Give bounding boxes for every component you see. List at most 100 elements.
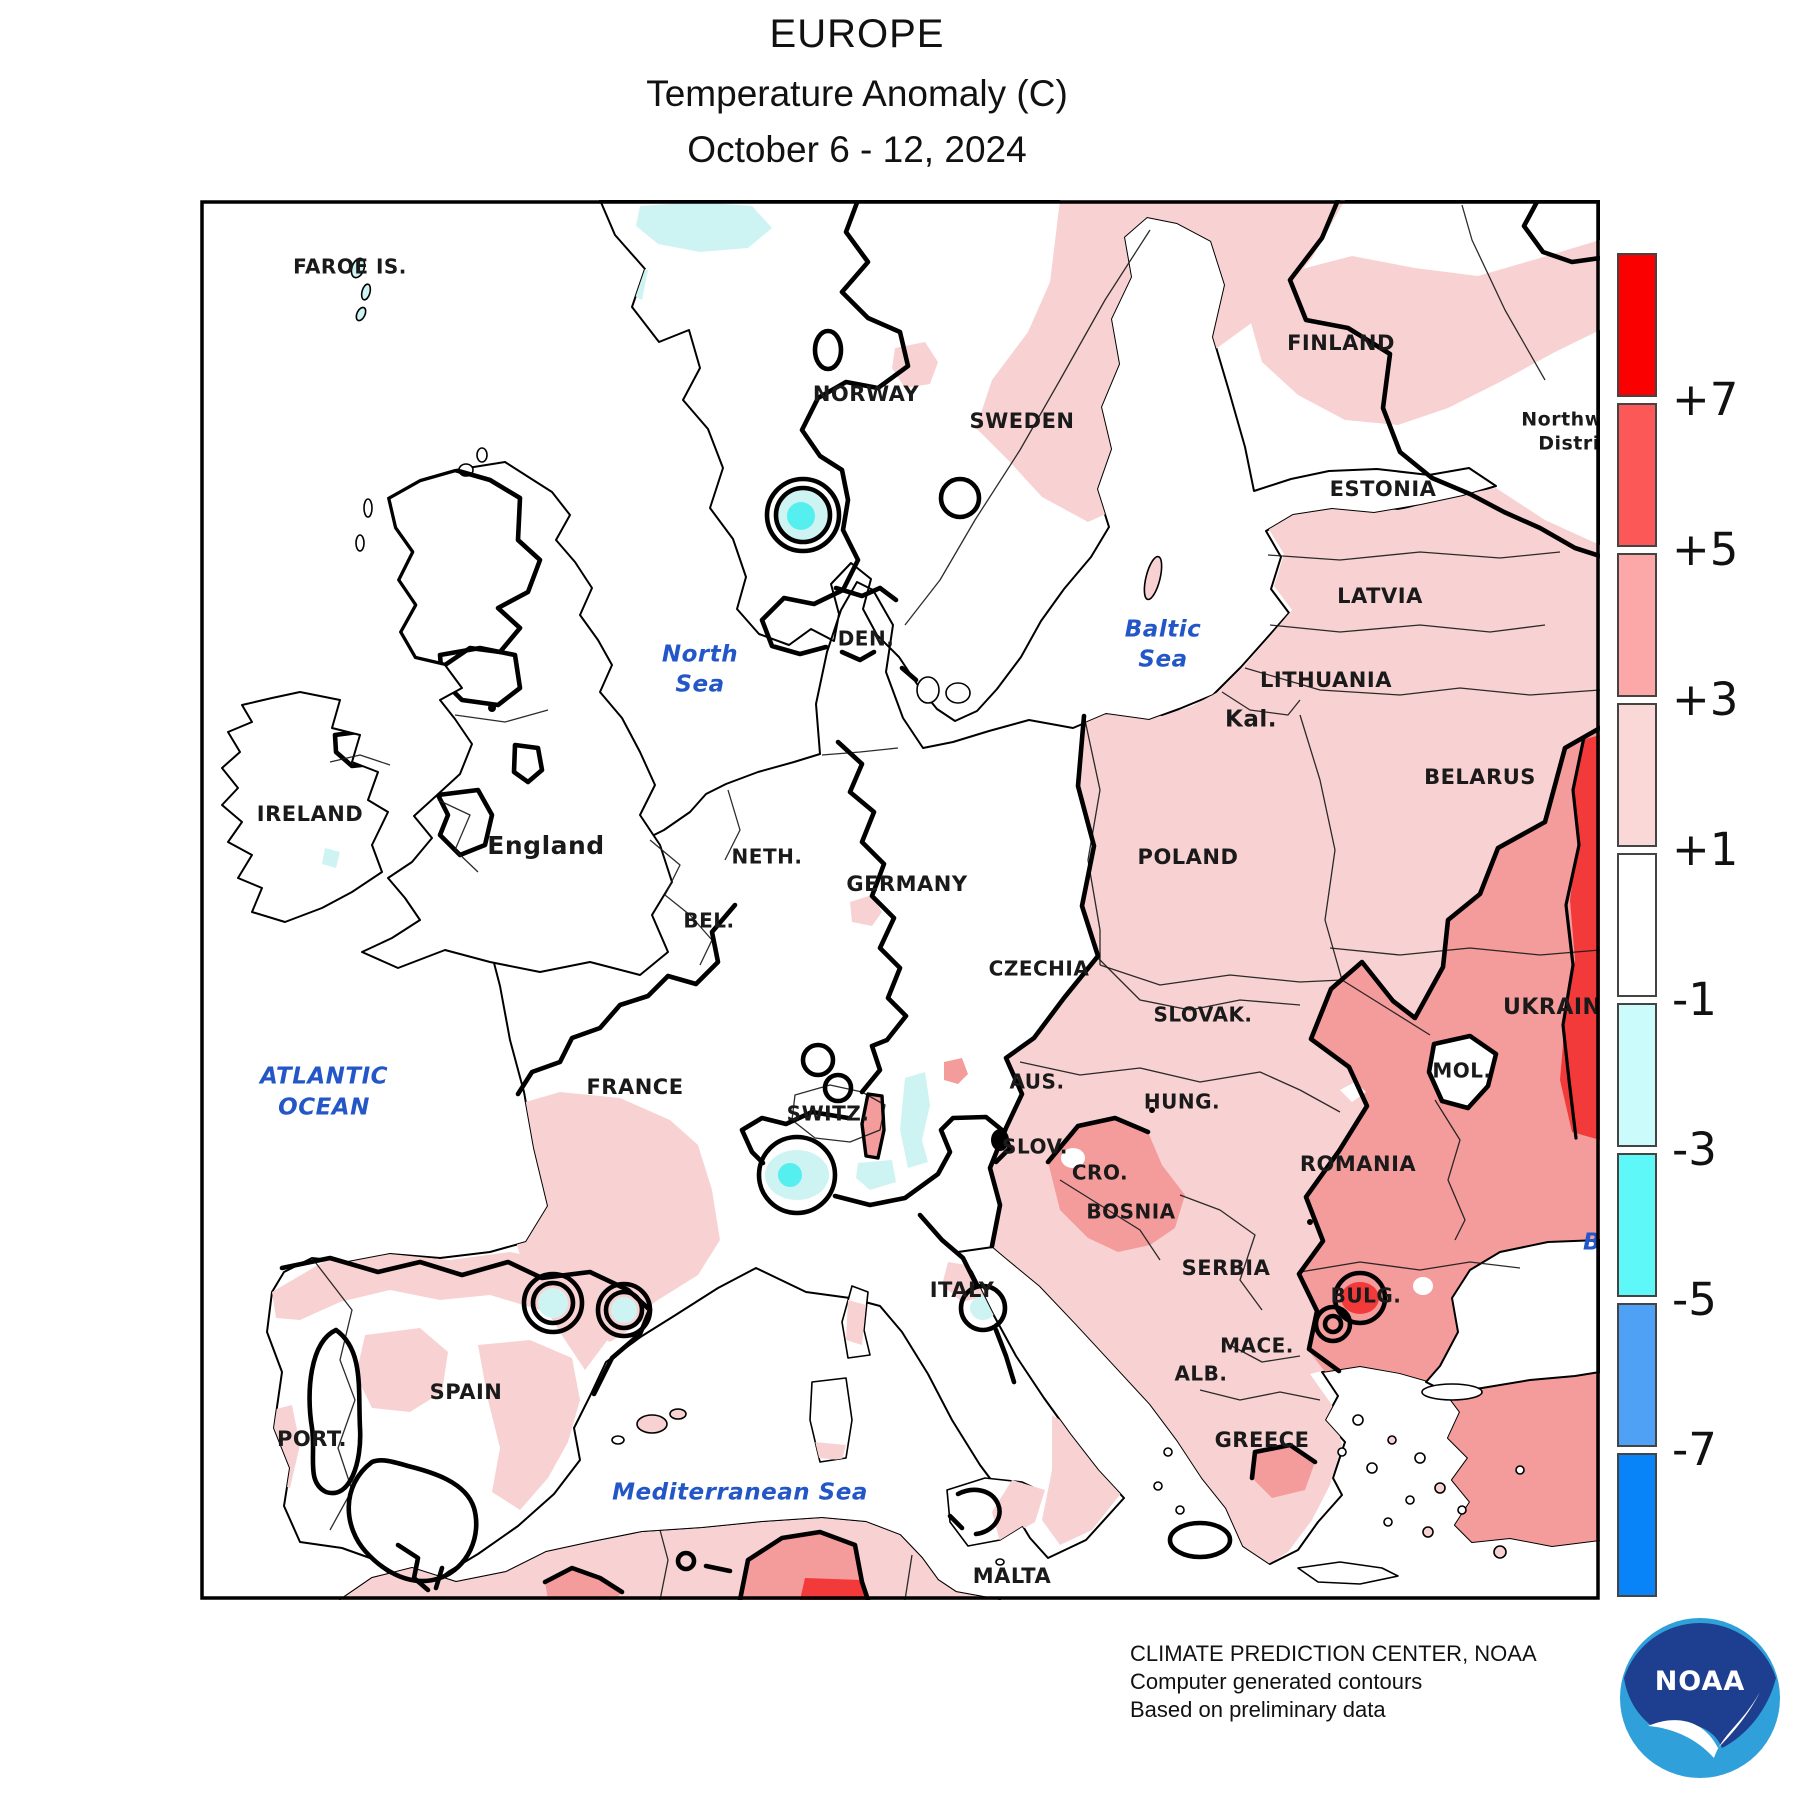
island xyxy=(1337,1447,1347,1457)
label-estonia: ESTONIA xyxy=(1330,477,1437,501)
europe-anomaly-map: FAROE IS. NORWAY SWEDEN FINLAND ESTONIA LATVI… xyxy=(200,200,1600,1600)
sea-label-sea: Sea xyxy=(1138,647,1187,673)
legend-tick-+3: +3 xyxy=(1672,673,1739,726)
island xyxy=(1457,1505,1467,1515)
footer-line-1: CLIMATE PREDICTION CENTER, NOAA xyxy=(1130,1641,1537,1666)
contour-ring-pyrenees-2a xyxy=(603,1289,645,1331)
map-labels: FAROE IS. NORWAY SWEDEN FINLAND ESTONIA LATVI… xyxy=(257,255,1600,1589)
map-subtitle: Temperature Anomaly (C) xyxy=(646,73,1068,114)
label-norway: NORWAY xyxy=(813,382,920,406)
contour-dot-serbia xyxy=(1307,1219,1313,1225)
label-bosnia: BOSNIA xyxy=(1086,1200,1175,1224)
contour-ring-sweden xyxy=(938,476,982,520)
label-poland: POLAND xyxy=(1138,845,1239,869)
white-hole-moldova xyxy=(1429,1036,1496,1108)
label-switz-: SWITZ. xyxy=(787,1102,870,1126)
pink-region-east-spain xyxy=(478,1340,580,1510)
contour-ring-white-spot-a xyxy=(1313,1304,1353,1344)
legend-tick-+7: +7 xyxy=(1672,373,1739,426)
label-latvia: LATVIA xyxy=(1337,584,1423,608)
red-spot-bulgaria xyxy=(1341,1282,1379,1314)
label-mol-: MOL. xyxy=(1432,1059,1491,1083)
salmon-region-ne-greece xyxy=(1252,1445,1315,1498)
funen-island xyxy=(945,682,971,704)
island xyxy=(1405,1495,1415,1505)
contour-dot-hungary xyxy=(1149,1107,1155,1113)
label-neth-: NETH. xyxy=(732,845,803,869)
contour-swiss-strip xyxy=(860,1092,886,1160)
contour-ring-pyrenees-1a xyxy=(530,1280,576,1326)
legend-color-box-5 xyxy=(1617,1003,1657,1147)
contour-sicily xyxy=(955,1487,1002,1537)
contour-africa-central xyxy=(737,1529,871,1600)
red-spot-africa xyxy=(800,1578,865,1600)
malta-island xyxy=(995,1558,1005,1566)
contour-africa-dash xyxy=(703,1563,733,1574)
pink-region-corsica xyxy=(846,1300,866,1345)
label-serbia: SERBIA xyxy=(1182,1256,1271,1280)
contour-norway xyxy=(759,200,911,657)
contour-ring-se-france xyxy=(756,1134,838,1216)
contour-poland-white-edge xyxy=(987,713,1101,1249)
pink-region-germany-spot xyxy=(850,895,882,926)
salmon-region-croatia xyxy=(1048,1118,1185,1252)
contour-ring-italy xyxy=(958,1283,1008,1333)
label-den-: DEN. xyxy=(838,627,895,651)
contour-blob-slovenia xyxy=(991,1129,1009,1151)
pink-region-central-spain xyxy=(356,1328,448,1412)
salmon-region-austria-spot xyxy=(944,1058,968,1084)
salmon-region-africa-west xyxy=(545,1568,622,1600)
noaa-logo-text: NOAA xyxy=(1655,1666,1746,1697)
cyan-core-se-france xyxy=(778,1163,802,1187)
contour-denmark-3 xyxy=(899,665,919,683)
cyan-core-oslo xyxy=(787,502,815,530)
thick-contours xyxy=(279,200,1600,1600)
zealand-island xyxy=(916,676,940,704)
legend-color-box-0 xyxy=(1617,253,1657,397)
legend-tick--3: -3 xyxy=(1672,1123,1717,1176)
label-bel-: BEL. xyxy=(683,909,734,933)
balearic-menorca xyxy=(669,1408,687,1420)
sea-label-north: North xyxy=(662,642,738,668)
faroe-isle-3 xyxy=(355,306,367,322)
label-bulg-: BULG. xyxy=(1331,1284,1402,1308)
crete xyxy=(1297,1561,1399,1585)
label-ireland: IRELAND xyxy=(257,802,363,826)
label-france: FRANCE xyxy=(586,1075,683,1099)
noaa-logo-dark-shape xyxy=(1624,1622,1776,1748)
label-lithuania: LITHUANIA xyxy=(1260,668,1392,692)
island xyxy=(1383,1517,1393,1527)
cyan-region-sw-ireland xyxy=(322,848,340,868)
sea-label-b: B xyxy=(1583,1230,1600,1256)
contour-ring-pyrenees-1b xyxy=(521,1271,585,1335)
island xyxy=(1422,1526,1434,1538)
noaa-logo: NOAA xyxy=(1620,1618,1780,1778)
label-italy: ITALY xyxy=(930,1278,995,1302)
sea-label-ocean: OCEAN xyxy=(278,1095,370,1121)
sea-label-baltic: Baltic xyxy=(1125,617,1201,643)
contour-ring-norway xyxy=(812,328,844,372)
label-kal-: Kal. xyxy=(1225,707,1277,733)
label-greece: GREECE xyxy=(1215,1428,1310,1452)
balearic-ibiza xyxy=(611,1435,625,1445)
island xyxy=(1175,1505,1185,1515)
label-slovak-: SLOVAK. xyxy=(1153,1003,1252,1027)
contour-ring-africa-spot xyxy=(675,1550,697,1572)
contour-ring-south-greece xyxy=(1167,1520,1233,1560)
legend-tick-+1: +1 xyxy=(1672,823,1739,876)
legend-color-box-4 xyxy=(1617,853,1657,997)
contour-ring-bulgaria xyxy=(1332,1270,1388,1326)
faroe-isle-1 xyxy=(350,257,366,279)
footer-line-2: Computer generated contours xyxy=(1130,1669,1423,1694)
contour-ne-greece xyxy=(1249,1442,1318,1481)
contour-sicily-2 xyxy=(947,1513,965,1531)
map-title: EUROPE xyxy=(769,12,945,56)
sea-label-mediterranean-sea: Mediterranean Sea xyxy=(612,1480,868,1506)
label-ukraine: UKRAINE xyxy=(1503,995,1600,1020)
map-frame xyxy=(200,200,1600,1600)
faroe-islands xyxy=(350,257,372,322)
pink-region-sicily-east xyxy=(992,1480,1045,1542)
contour-ring-oslo-outer xyxy=(764,476,842,554)
contour-iberia-ring-south xyxy=(346,1458,479,1584)
